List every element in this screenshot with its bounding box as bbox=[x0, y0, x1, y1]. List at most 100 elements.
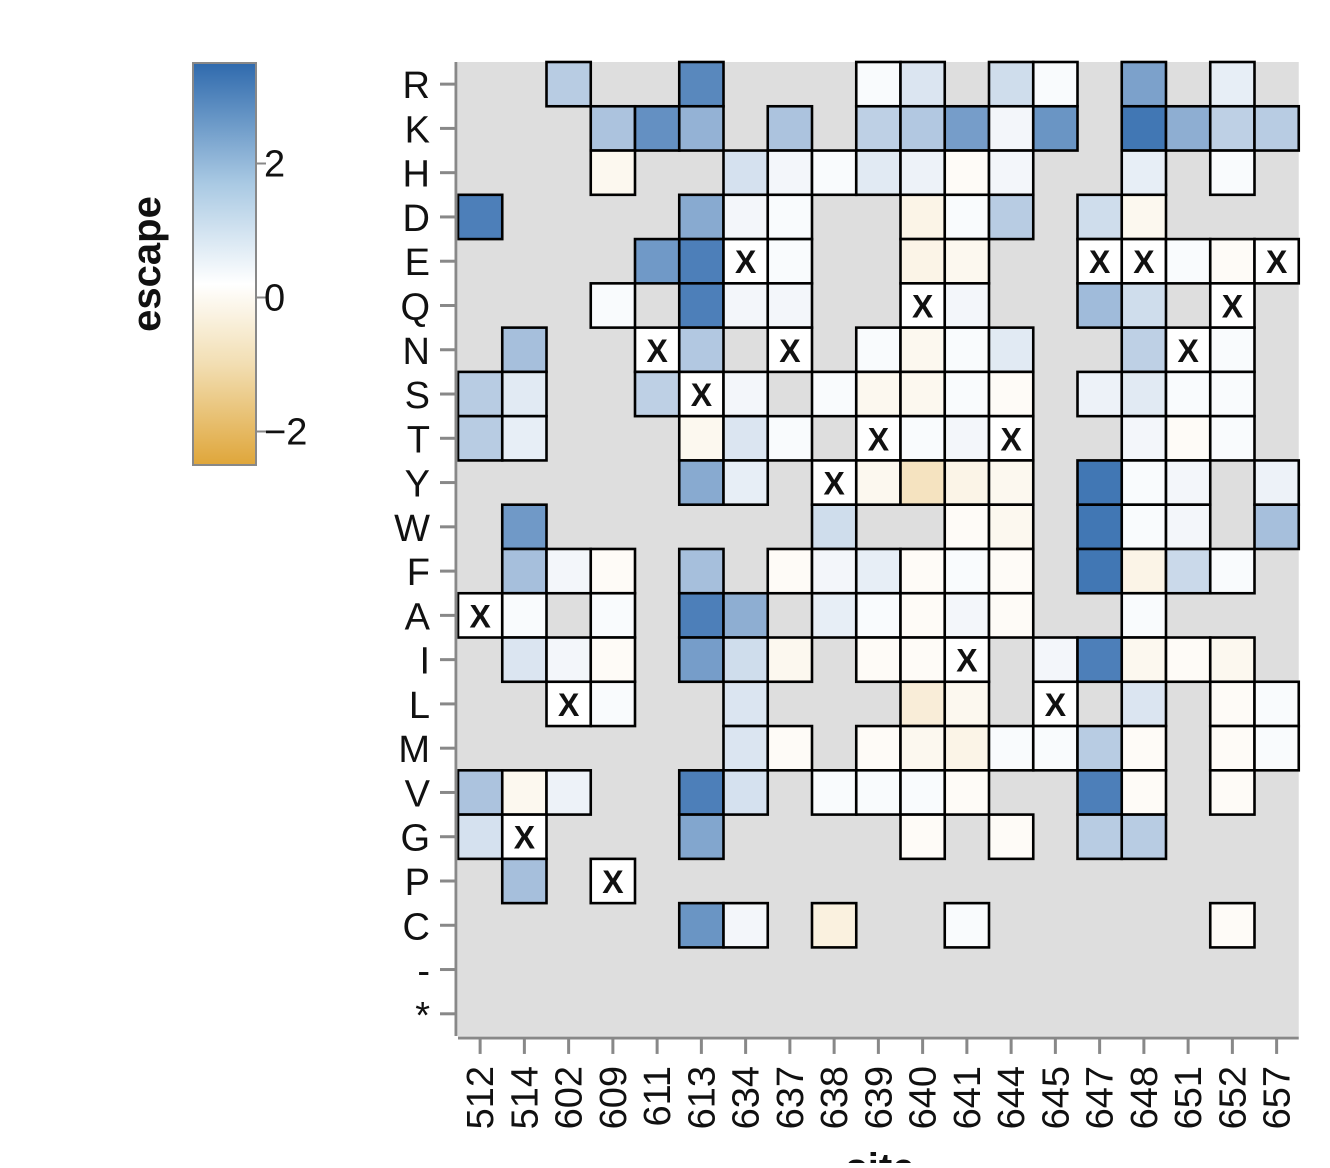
wildtype-marker: X bbox=[1045, 687, 1067, 723]
heatmap-cell-641-H bbox=[943, 149, 991, 197]
wildtype-marker: X bbox=[1000, 421, 1022, 457]
heatmap-cell-644-H bbox=[987, 149, 1035, 197]
heatmap-cell-514-V bbox=[500, 769, 548, 816]
heatmap-cell-641-E bbox=[943, 237, 991, 285]
y-tick-label: E bbox=[405, 242, 430, 284]
heatmap-cell-644-G bbox=[987, 813, 1035, 861]
heatmap-cell-639-H bbox=[854, 149, 902, 197]
x-tick-label: 657 bbox=[1257, 1066, 1299, 1129]
heatmap-cell-637-F bbox=[766, 547, 814, 595]
heatmap-cell-644-Y bbox=[987, 459, 1035, 506]
heatmap-cell-648-N bbox=[1120, 326, 1168, 374]
x-tick-label: 613 bbox=[681, 1066, 723, 1129]
heatmap-cell-637-N bbox=[766, 326, 814, 374]
heatmap-cell-657-E bbox=[1253, 237, 1301, 285]
x-tick-label: 514 bbox=[504, 1066, 546, 1129]
heatmap-cell-638-V bbox=[810, 769, 858, 816]
heatmap-cell-647-Q bbox=[1076, 282, 1124, 329]
heatmap-cell-634-H bbox=[722, 149, 770, 197]
heatmap-cell-641-A bbox=[943, 591, 991, 639]
heatmap-cell-648-V bbox=[1120, 769, 1168, 816]
heatmap-cell-648-M bbox=[1120, 724, 1168, 772]
heatmap-cell-613-G bbox=[677, 813, 725, 861]
heatmap-cell-609-I bbox=[589, 636, 637, 684]
heatmap-cell-638-A bbox=[810, 591, 858, 639]
x-axis-title: site bbox=[846, 1146, 915, 1163]
heatmap-cell-637-I bbox=[766, 636, 814, 684]
y-tick-label: Y bbox=[405, 464, 430, 506]
heatmap-cell-640-M bbox=[899, 724, 947, 772]
heatmap-cell-641-L bbox=[943, 680, 991, 728]
heatmap-cell-648-A bbox=[1120, 591, 1168, 639]
heatmap-cell-609-L bbox=[589, 680, 637, 728]
heatmap-cell-648-G bbox=[1120, 813, 1168, 861]
wildtype-marker: X bbox=[1222, 288, 1244, 324]
heatmap-cell-645-R bbox=[1031, 60, 1079, 108]
heatmap-cell-514-P bbox=[500, 857, 548, 905]
heatmap-cell-652-L bbox=[1208, 680, 1256, 728]
heatmap-cell-651-I bbox=[1164, 636, 1212, 684]
heatmap-cell-640-T bbox=[899, 414, 947, 462]
y-tick-label: H bbox=[403, 154, 430, 196]
heatmap-cell-637-Q bbox=[766, 282, 814, 329]
heatmap-cell-634-V bbox=[722, 769, 770, 816]
heatmap-cell-639-V bbox=[854, 769, 902, 816]
heatmap-cell-639-F bbox=[854, 547, 902, 595]
color-legend: escape 2 0 −2 bbox=[125, 62, 307, 466]
heatmap-cell-611-E bbox=[633, 237, 681, 285]
wildtype-marker: X bbox=[602, 864, 624, 900]
y-tick-label: A bbox=[405, 596, 431, 638]
heatmap-cell-657-L bbox=[1253, 680, 1301, 728]
heatmap-cell-651-E bbox=[1164, 237, 1212, 285]
heatmap-cell-639-R bbox=[854, 60, 902, 108]
y-tick-label: L bbox=[409, 685, 430, 727]
heatmap-cell-640-Y bbox=[899, 459, 947, 506]
heatmap-cell-640-L bbox=[899, 680, 947, 728]
legend-tick-label: 0 bbox=[264, 278, 285, 320]
heatmap-cell-514-I bbox=[500, 636, 548, 684]
wildtype-marker: X bbox=[1266, 244, 1288, 280]
y-tick-label: R bbox=[403, 65, 430, 107]
heatmap-cell-644-W bbox=[987, 503, 1035, 551]
x-tick-label: 641 bbox=[947, 1066, 989, 1129]
x-tick-label: 651 bbox=[1168, 1066, 1210, 1129]
heatmap-cell-514-F bbox=[500, 547, 548, 595]
heatmap-cell-637-E bbox=[766, 237, 814, 285]
legend-color-bar bbox=[192, 62, 257, 466]
heatmap-cell-640-D bbox=[899, 193, 947, 241]
heatmap-cell-645-M bbox=[1031, 724, 1079, 772]
heatmap-cell-613-N bbox=[677, 326, 725, 374]
heatmap-cell-652-N bbox=[1208, 326, 1256, 374]
heatmap-cell-640-I bbox=[899, 636, 947, 684]
heatmap-cell-634-L bbox=[722, 680, 770, 728]
x-tick-label: 640 bbox=[903, 1066, 945, 1129]
heatmap-cell-641-C bbox=[943, 901, 991, 949]
heatmap-cell-647-M bbox=[1076, 724, 1124, 772]
heatmap-cell-512-G bbox=[456, 813, 504, 861]
heatmap-cell-648-Y bbox=[1120, 459, 1168, 506]
heatmap-cell-602-V bbox=[545, 769, 593, 816]
heatmap-cell-613-Y bbox=[677, 459, 725, 506]
y-tick-label: T bbox=[407, 419, 430, 461]
wildtype-marker: X bbox=[646, 333, 668, 369]
x-tick-label: 647 bbox=[1080, 1066, 1122, 1129]
heatmap-cell-652-T bbox=[1208, 414, 1256, 462]
heatmap-cell-613-E bbox=[677, 237, 725, 285]
heatmap-cell-512-T bbox=[456, 414, 504, 462]
heatmap-cell-609-Q bbox=[589, 282, 637, 329]
heatmap-cell-514-W bbox=[500, 503, 548, 551]
heatmap-cell-602-F bbox=[545, 547, 593, 595]
heatmap-cell-647-V bbox=[1076, 769, 1124, 816]
heatmap-cell-639-K bbox=[854, 104, 902, 152]
heatmap-cell-634-C bbox=[722, 901, 770, 949]
x-tick-label: 644 bbox=[991, 1066, 1033, 1129]
heatmap-cell-651-F bbox=[1164, 547, 1212, 595]
wildtype-marker: X bbox=[1133, 244, 1155, 280]
heatmap-cell-657-Y bbox=[1253, 459, 1301, 506]
heatmap-cell-648-H bbox=[1120, 149, 1168, 197]
wildtype-marker: X bbox=[691, 377, 713, 413]
heatmap-cell-647-I bbox=[1076, 636, 1124, 684]
wildtype-marker: X bbox=[1177, 333, 1199, 369]
